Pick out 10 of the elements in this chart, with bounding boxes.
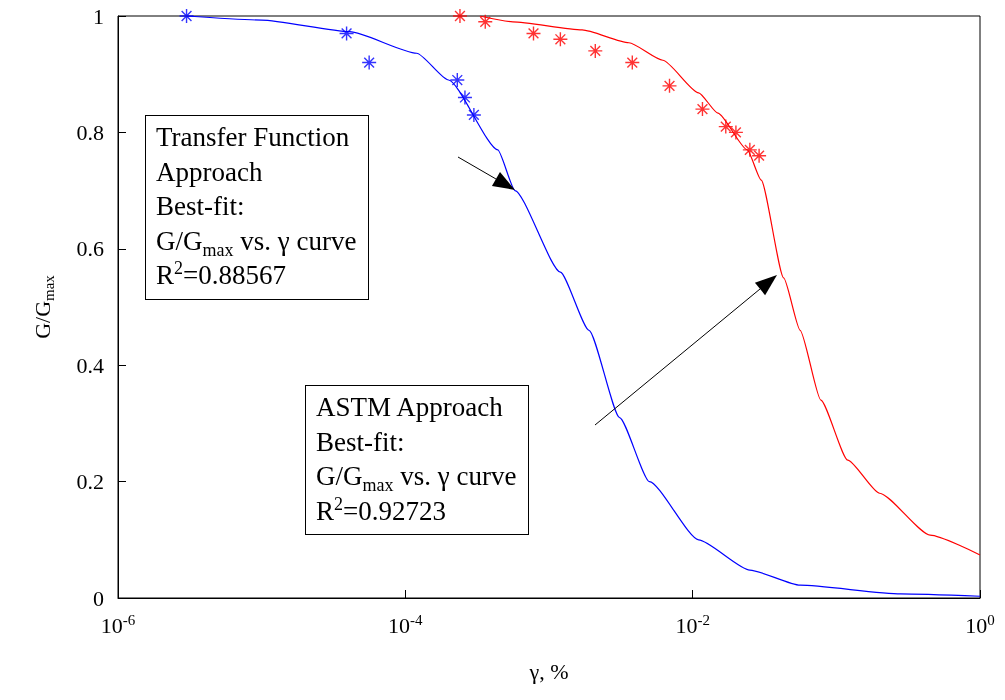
- x-axis-title: γ, %: [528, 658, 569, 684]
- y-tick-label: 0.8: [76, 119, 104, 145]
- text: Transfer Function Approach Best-fit: G/G$_{max}$ vs. γ curve R$^{2}$=0.88567: [156, 122, 357, 291]
- y-axis-title: G/Gmax: [30, 274, 57, 339]
- y-tick-label: 1: [93, 3, 104, 29]
- y-tick-label: 0.4: [76, 352, 104, 378]
- y-tick-label: 0: [93, 585, 104, 611]
- y-tick-label: 0.6: [76, 236, 104, 262]
- text: ASTM Approach Best-fit: G/G$_{max}$ vs. γ curve R$^{2}$=0.92723: [316, 392, 517, 526]
- y-tick-label: 0.2: [76, 469, 104, 495]
